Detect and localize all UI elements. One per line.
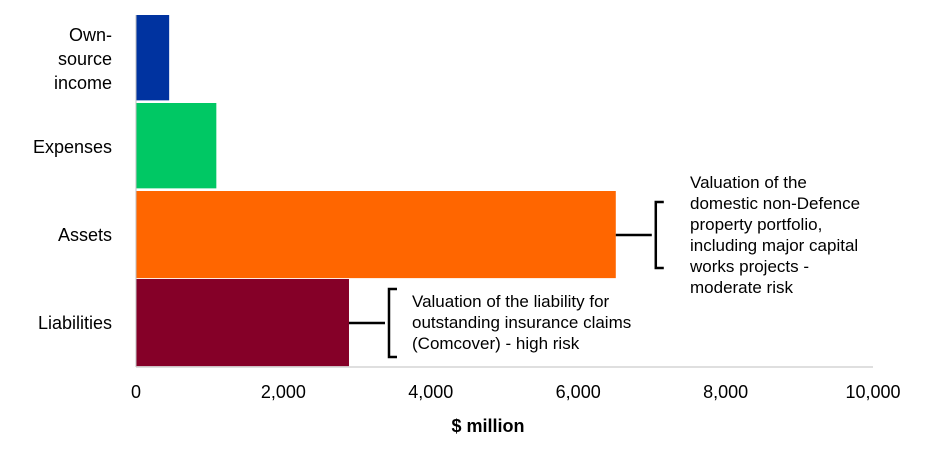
x-tick-label: 2,000 [261, 382, 306, 402]
annotation-assets: Valuation of the domestic non-Defence pr… [690, 173, 861, 297]
category-label-own-source-income: Own-source income [54, 25, 112, 93]
category-label-liabilities: Liabilities [38, 313, 112, 333]
x-tick-label: 6,000 [556, 382, 601, 402]
annotation-liabilities: Valuation of the liability for outstandi… [412, 292, 632, 353]
x-tick-label: 0 [131, 382, 141, 402]
annotation-brackets [348, 200, 664, 359]
x-tick-labels: 0 2,000 4,000 6,000 8,000 10,000 [131, 382, 901, 402]
bracket-assets [615, 200, 664, 270]
x-tick-label: 4,000 [408, 382, 453, 402]
bar-liabilities [136, 279, 349, 367]
category-label-assets: Assets [58, 225, 112, 245]
x-axis-title: $ million [451, 416, 524, 436]
bracket-liabilities [348, 287, 397, 359]
category-labels: Own-source income Expenses Assets Liabilitie… [33, 25, 112, 333]
bar-own-source-income [136, 15, 170, 101]
x-tick-label: 10,000 [845, 382, 900, 402]
bar-assets [136, 191, 616, 279]
category-label-expenses: Expenses [33, 137, 112, 157]
x-tick-label: 8,000 [703, 382, 748, 402]
bar-expenses [136, 103, 217, 189]
bars [136, 15, 616, 367]
